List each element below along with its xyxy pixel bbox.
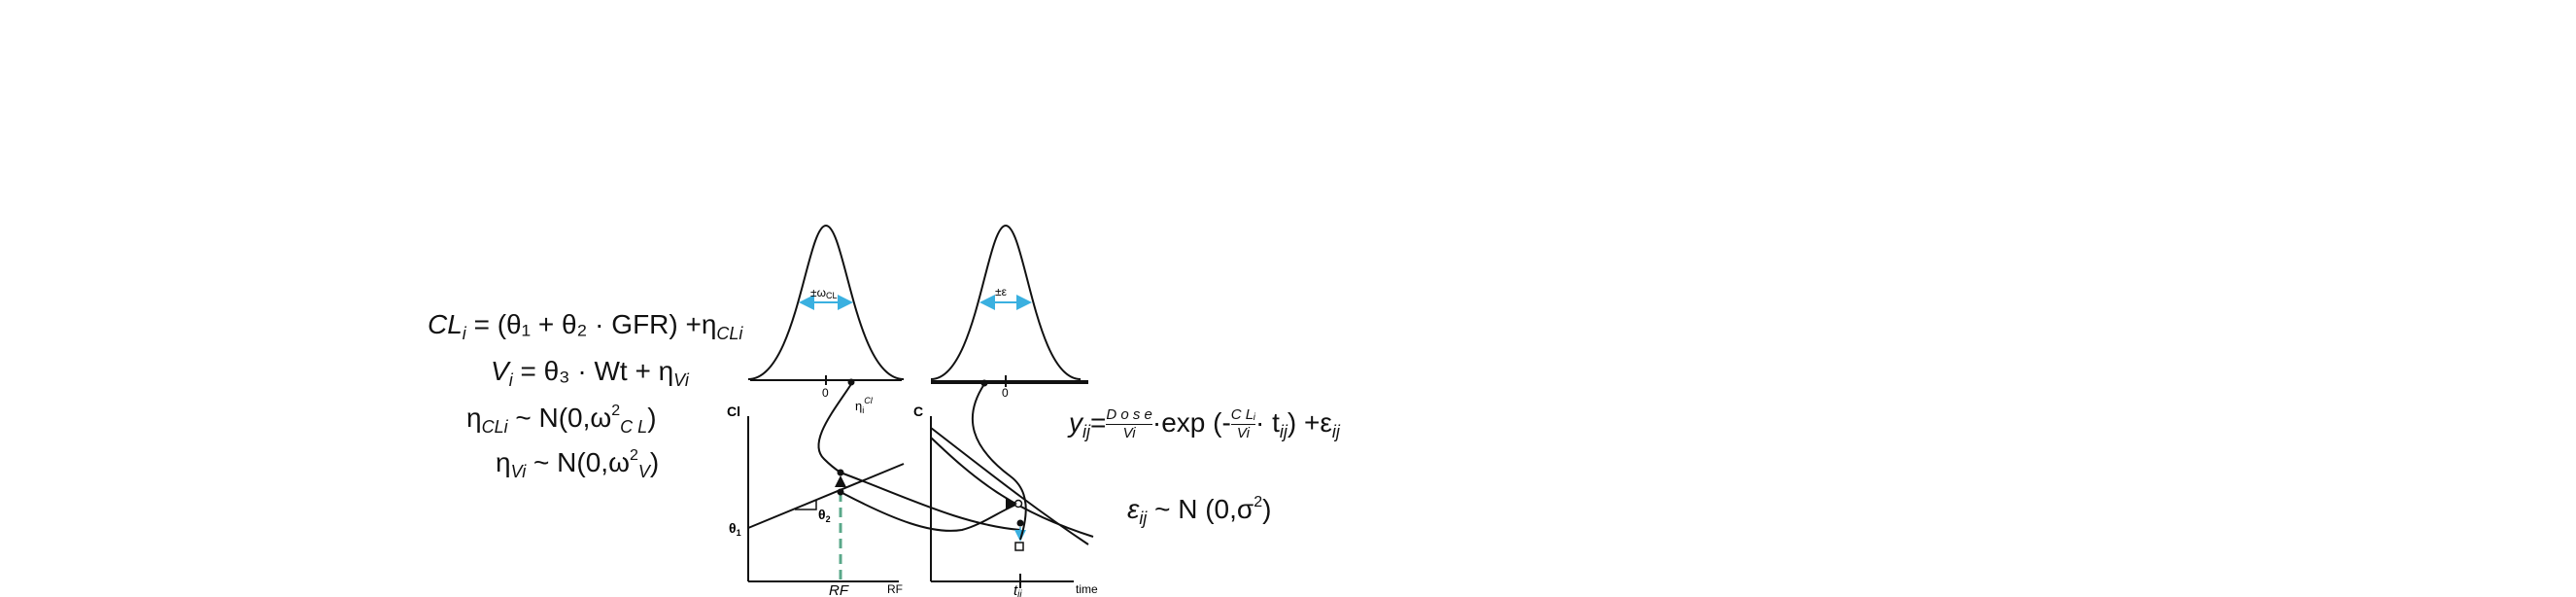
equation-volume: Vi = θ₃ · Wt + ηVi (491, 356, 689, 390)
individual-prediction-point (1013, 499, 1023, 509)
sample-point-epsilon (980, 379, 988, 387)
equation-observation-model: yij= D o s e Vi ·exp (- C Lᵢ Vi · tij) +εij (1069, 406, 1340, 441)
x-label-right: time (1076, 582, 1098, 596)
distribution-epsilon: 0 ±ε (930, 224, 1088, 400)
epsilon-projection-curve (971, 383, 1027, 541)
eta-label: ηiCl (855, 396, 874, 415)
equation-residual: εij ~ N (0,σ2) (1127, 494, 1272, 528)
theta1-label: θ1 (729, 520, 741, 538)
zero-label-right: 0 (1002, 386, 1009, 400)
equation-eta-cl: ηCLi ~ N(0,ω2C L) (466, 403, 657, 437)
typical-to-concentration-curve (840, 491, 1019, 532)
zero-label-left: 0 (822, 386, 829, 400)
observation-square (1014, 542, 1024, 551)
individual-concentration-curve (930, 437, 1094, 538)
plot-concentration-vs-time: C time tij (913, 383, 1098, 597)
x-label-left: RF (887, 582, 903, 596)
equation-clearance: CLi = (θ₁ + θ₂ · GFR) +ηCLi (428, 309, 743, 343)
typical-regression-line (747, 463, 905, 529)
sample-point-eta (847, 378, 855, 386)
spread-label-right: ±ε (995, 285, 1008, 298)
y-label-right: C (913, 404, 923, 419)
equation-eta-v: ηVi ~ N(0,ω2V) (496, 447, 660, 481)
x-mark-tij: tij (1013, 582, 1022, 597)
bell-curve-left (747, 224, 905, 380)
bell-curve-right (930, 224, 1082, 380)
x-mark-rf: RF (829, 582, 849, 597)
plot-clearance-vs-rf: Cl RF θ1 θ2 RF (727, 383, 905, 597)
distribution-eta-cl: 0 ±ωCL ηiCl (747, 224, 905, 415)
spread-label-left: ±ωCL (810, 286, 837, 300)
slope-triangle (795, 500, 817, 510)
prediction-point (1016, 519, 1024, 527)
theta2-label: θ2 (818, 507, 831, 524)
typical-concentration-curve (930, 427, 1089, 545)
y-label-left: Cl (727, 404, 740, 419)
eta-projection-curve (817, 383, 852, 474)
individual-to-concentration-curve (840, 472, 1021, 531)
